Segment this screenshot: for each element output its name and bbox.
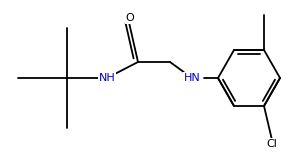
- Text: O: O: [126, 13, 134, 23]
- Text: Cl: Cl: [267, 139, 277, 149]
- Text: NH: NH: [99, 73, 115, 83]
- Text: HN: HN: [184, 73, 200, 83]
